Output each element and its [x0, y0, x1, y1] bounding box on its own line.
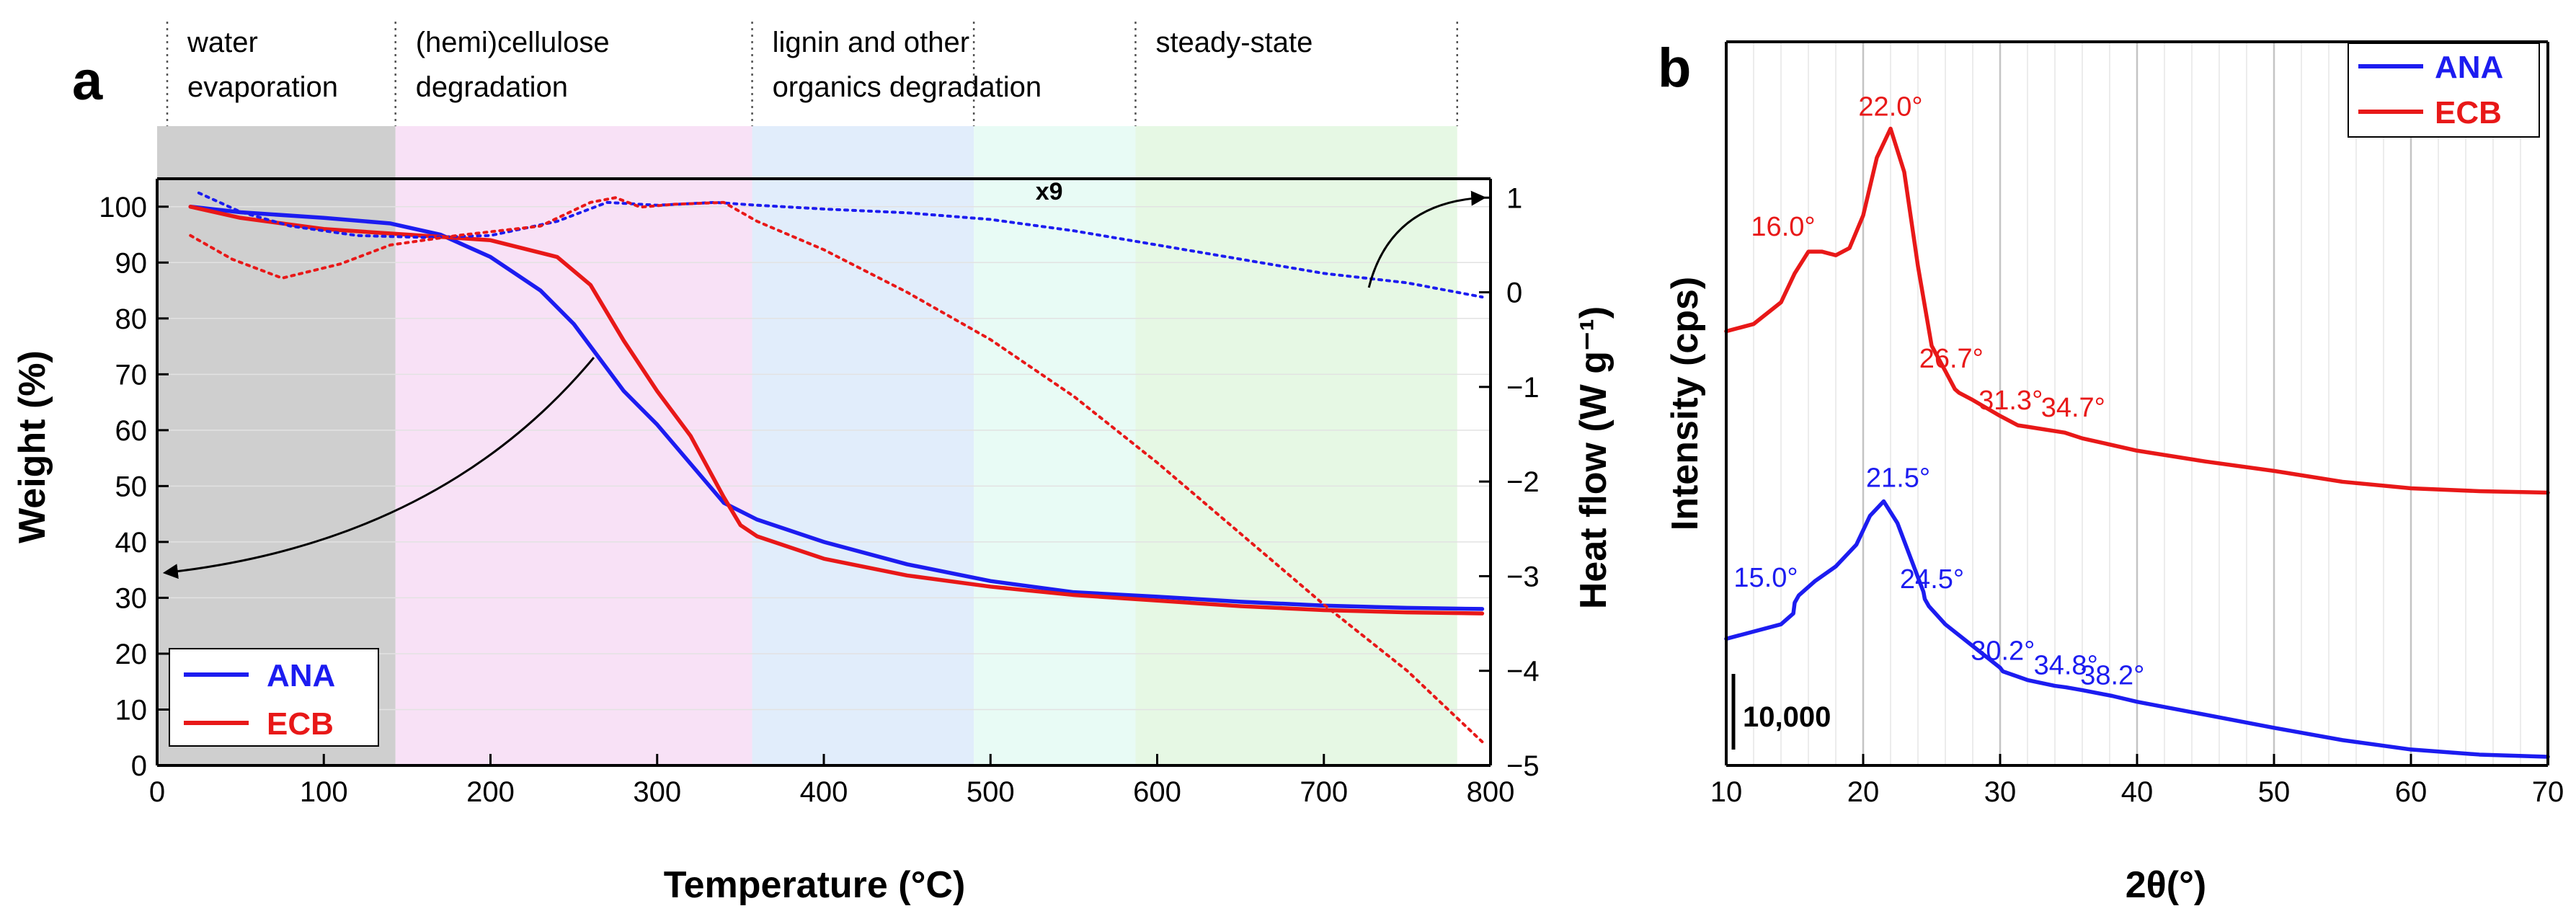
- intensity-scale-bar: 10,000: [1731, 674, 1831, 750]
- x-tick-label-400: 400: [800, 776, 848, 808]
- x-tick-label-50: 50: [2258, 776, 2291, 808]
- region-1: [395, 126, 752, 765]
- y-tick-label-40: 40: [115, 527, 148, 559]
- y-tick-label-100: 100: [99, 192, 147, 223]
- y-tick-label-20: 20: [115, 639, 148, 670]
- x-tick-label-700: 700: [1300, 776, 1348, 808]
- y-tick-label-30: 30: [115, 582, 148, 614]
- peak-label-38-2: 38.2°: [2080, 661, 2144, 691]
- x-axis-title: 2θ(°): [2126, 864, 2206, 906]
- arrow-to-heatflow-axis: [1367, 190, 1487, 288]
- legend-label-ecb: ECB: [267, 706, 334, 742]
- y-tick-label-60: 60: [115, 415, 148, 447]
- series-line-ana: [188, 205, 1485, 611]
- panel-label-a: a: [72, 50, 103, 112]
- x-tick-label-20: 20: [1847, 776, 1880, 808]
- peak-label-26-7: 26.7°: [1919, 344, 1984, 374]
- region-label-organics-degradation: organics degradation: [773, 71, 1042, 103]
- peak-label-22-0: 22.0°: [1858, 92, 1922, 122]
- peak-labels: 22.0° 16.0° 26.7° 31.3°34.7° 21.5° 15.0° 24.5°…: [1733, 92, 2144, 690]
- secondary-y-axis-title: Heat flow (W g⁻¹): [1573, 306, 1615, 609]
- series-lines: [1724, 126, 2550, 759]
- y-tick-label-70: 70: [115, 359, 148, 391]
- y-tick-label-50: 50: [115, 471, 148, 502]
- y2-tick-label-0: −5: [1506, 750, 1540, 782]
- peak-label-21-5: 21.5°: [1866, 463, 1930, 494]
- region-labels: water evaporation (hemi)cellulose degradati…: [187, 27, 1313, 103]
- region-4: [1135, 126, 1457, 765]
- y2-tick-label-6: 1: [1506, 182, 1522, 214]
- region-label-hemi-cellulose: (hemi)cellulose: [416, 27, 610, 58]
- panel-label-b: b: [1658, 37, 1691, 99]
- region-3: [974, 126, 1136, 765]
- peak-label-24-5: 24.5°: [1900, 564, 1964, 595]
- series-line-ecb: [1724, 126, 2550, 495]
- region-label-steady-state: steady-state: [1155, 27, 1313, 58]
- y2-tick-label-2: −3: [1506, 561, 1540, 592]
- peak-label-16-0: 16.0°: [1751, 212, 1815, 242]
- peak-label-34-7: 34.7°: [2041, 393, 2105, 423]
- tick-labels: 10 20 30 40 50 60 70: [1710, 776, 2564, 808]
- x-tick-label-70: 70: [2532, 776, 2564, 808]
- x-tick-label-800: 800: [1467, 776, 1515, 808]
- x-tick-label-0: 0: [149, 776, 165, 808]
- peak-label-15-0: 15.0°: [1733, 563, 1798, 593]
- region-label-lignin-and-other: lignin and other: [773, 27, 970, 58]
- axes: [156, 177, 1492, 767]
- arrow-to-weight-axis: [162, 357, 595, 579]
- legend-label-ecb: ECB: [2435, 95, 2502, 130]
- grid-lines: [1753, 42, 2521, 765]
- grid-lines: [157, 206, 1491, 711]
- tick-labels: 0 100 200 300 400 500 600 700 800010203040506070…: [99, 182, 1539, 808]
- y2-tick-label-3: −2: [1506, 466, 1540, 498]
- y2-tick-label-5: 0: [1506, 277, 1522, 309]
- peak-label-34-8: 34.8°: [2034, 651, 2098, 681]
- y-tick-label-80: 80: [115, 303, 148, 335]
- region-label-water: water: [187, 27, 258, 58]
- y-axis-title: Intensity (cps): [1664, 277, 1706, 531]
- x-tick-label-200: 200: [466, 776, 515, 808]
- panel-b-xrd: 22.0° 16.0° 26.7° 31.3°34.7° 21.5° 15.0° 24.5°…: [1658, 37, 2564, 906]
- series-line-ana: [1724, 499, 2550, 759]
- legend-label-ana: ANA: [267, 658, 335, 693]
- x-tick-label-300: 300: [633, 776, 681, 808]
- x-tick-label-100: 100: [300, 776, 348, 808]
- y-axis-title: Weight (%): [12, 350, 53, 543]
- series-line-ana-heat-flow: [197, 191, 1484, 299]
- x-tick-label-60: 60: [2395, 776, 2428, 808]
- y-tick-label-90: 90: [115, 247, 148, 279]
- x-tick-label-40: 40: [2121, 776, 2154, 808]
- y-tick-label-10: 10: [115, 694, 148, 726]
- peak-label-30-2: 30.2°: [1971, 636, 2035, 666]
- y2-tick-label-4: −1: [1506, 372, 1540, 404]
- axes: [1725, 40, 2549, 767]
- legend: ANA ECB: [2348, 43, 2540, 138]
- region-label-evaporation: evaporation: [187, 71, 338, 103]
- scale-factor-annotation: x9: [1036, 178, 1063, 205]
- region-backgrounds: [157, 22, 1458, 765]
- axis-pointer-arrows: [162, 190, 1487, 579]
- scale-bar-label: 10,000: [1743, 701, 1831, 733]
- legend-label-ana: ANA: [2435, 50, 2503, 85]
- legend: ANA ECB: [169, 648, 379, 747]
- y2-tick-label-1: −4: [1506, 656, 1540, 688]
- x-tick-label-600: 600: [1133, 776, 1181, 808]
- region-2: [752, 126, 974, 765]
- legend-box: [169, 648, 379, 747]
- region-label-degradation: degradation: [416, 71, 568, 103]
- x-tick-label-30: 30: [1984, 776, 2017, 808]
- y-tick-label-0: 0: [131, 750, 147, 782]
- x-axis-title: Temperature (°C): [664, 864, 966, 906]
- series-lines: [188, 191, 1485, 744]
- x-tick-label-10: 10: [1710, 776, 1743, 808]
- x-tick-label-500: 500: [967, 776, 1015, 808]
- series-line-ecb-heat-flow: [189, 196, 1484, 744]
- panel-a-tga: water evaporation (hemi)cellulose degradati…: [12, 22, 1615, 906]
- peak-label-31-3: 31.3°: [1978, 386, 2043, 416]
- legend-box: [2348, 43, 2540, 138]
